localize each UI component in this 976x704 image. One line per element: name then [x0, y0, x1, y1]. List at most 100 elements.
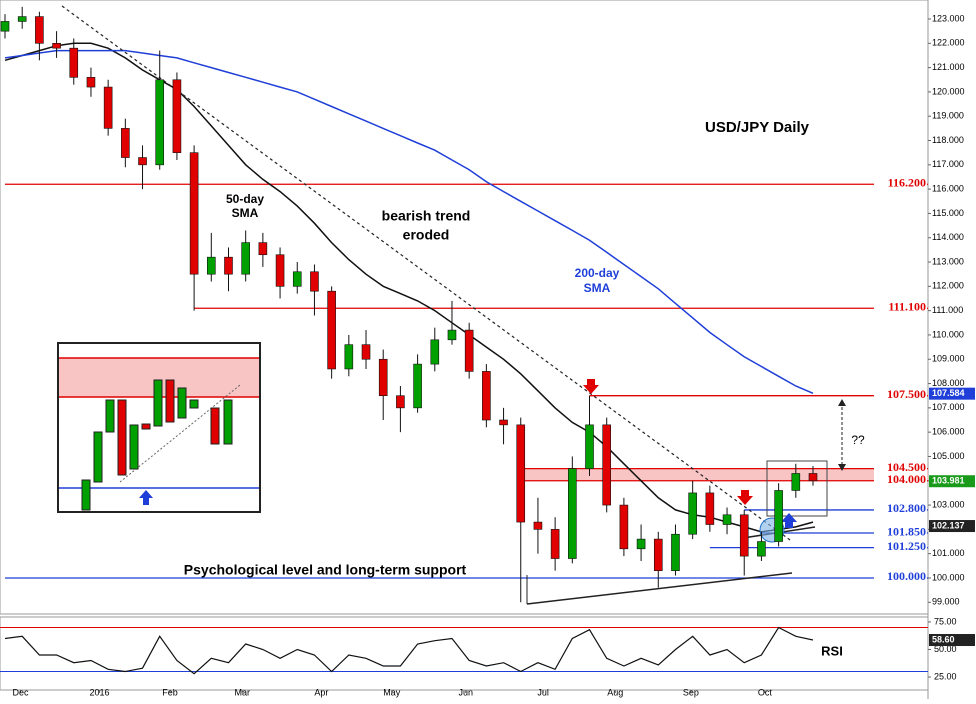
- candle-body: [189, 152, 199, 275]
- annotation: ??: [851, 433, 865, 447]
- x-tick-label: Jul: [537, 687, 549, 697]
- candle-body: [568, 468, 577, 559]
- level-label-bg: [874, 473, 927, 487]
- level-label: 101.250: [887, 539, 926, 553]
- red-arrow: [737, 490, 753, 505]
- level-label: 111.100: [888, 299, 926, 313]
- candle-body: [447, 329, 457, 341]
- arrow-head: [838, 464, 846, 471]
- y-tick-label: 108.000: [932, 378, 965, 388]
- price-tag-label: 102.137: [932, 520, 965, 530]
- y-tick-label: 113.000: [932, 256, 964, 266]
- y-tick-label: 112.000: [932, 281, 964, 291]
- y-tick-label: 99.000: [932, 597, 960, 607]
- candle-body: [69, 47, 79, 78]
- trend-line: [61, 5, 791, 541]
- candle-body: [619, 504, 629, 550]
- candle-body: [533, 521, 543, 530]
- candle-body: [361, 344, 371, 360]
- x-tick-label: Oct: [758, 687, 773, 697]
- price-tag: [929, 520, 975, 533]
- candle-body: [602, 424, 612, 506]
- overlay-label: 50-day: [226, 192, 264, 206]
- candle-body: [52, 43, 61, 49]
- candle-body: [378, 358, 388, 397]
- candle-body: [103, 86, 113, 129]
- candle-body: [121, 128, 130, 158]
- y-tick-label: 119.000: [932, 111, 964, 121]
- y-tick-label: 103.000: [932, 499, 965, 509]
- candle-body: [671, 533, 680, 571]
- candle-body: [413, 363, 422, 409]
- red-arrow: [583, 379, 599, 394]
- rsi-tick-label: 25.00: [934, 671, 957, 681]
- blue-arrow: [139, 490, 153, 505]
- candle-body: [808, 473, 818, 482]
- rsi-label: RSI: [821, 643, 843, 658]
- candle-body: [705, 492, 715, 525]
- price-tag: [929, 387, 975, 400]
- candle-body: [636, 538, 646, 550]
- blue-arrow: [781, 513, 797, 528]
- candle-body: [499, 419, 508, 426]
- price-tag-label: 58.60: [932, 634, 955, 644]
- candle-body: [344, 344, 354, 370]
- annotation: Psychological level and long-term suppor…: [184, 562, 467, 578]
- inset-candles: [81, 379, 233, 511]
- y-tick-label: 101.000: [932, 548, 965, 558]
- candle-body: [327, 290, 336, 370]
- y-tick-label: 123.000: [932, 13, 965, 23]
- level-label: 104.500: [887, 460, 926, 474]
- level-label-bg: [874, 388, 927, 402]
- rsi-tick-label: 75.00: [934, 616, 957, 626]
- y-tick-label: 114.000: [932, 232, 964, 242]
- candle-body: [688, 492, 697, 535]
- candle-body: [739, 514, 749, 557]
- candle-body: [516, 424, 526, 523]
- overlay-label: SMA: [232, 206, 259, 220]
- annotation: eroded: [403, 227, 450, 243]
- level-label-bg: [874, 502, 927, 516]
- x-tick-label: Dec: [12, 687, 29, 697]
- x-tick-label: Apr: [314, 687, 328, 697]
- x-tick-label: 2016: [90, 687, 110, 697]
- candle-body: [774, 490, 783, 542]
- rsi-line: [4, 626, 814, 675]
- price-tag: [929, 634, 975, 647]
- sma-line: [4, 49, 814, 394]
- arrow-head: [838, 399, 846, 406]
- candle-body: [138, 157, 147, 166]
- overlay-label: SMA: [584, 281, 611, 295]
- y-tick-label: 120.000: [932, 86, 965, 96]
- y-tick-label: 121.000: [932, 62, 965, 72]
- level-label: 107.500: [887, 387, 926, 401]
- level-band: [520, 468, 928, 481]
- x-tick-label: Aug: [607, 687, 623, 697]
- level-label: 116.200: [888, 176, 926, 190]
- level-label: 100.000: [887, 569, 926, 583]
- candle-body: [17, 16, 27, 22]
- y-tick-label: 110.000: [932, 329, 964, 339]
- level-label-bg: [874, 526, 927, 540]
- y-tick-label: 115.000: [932, 208, 964, 218]
- y-tick-label: 100.000: [932, 572, 965, 582]
- y-tick-label: 109.000: [932, 354, 965, 364]
- support-line: [526, 572, 793, 605]
- x-tick-label: Mar: [234, 687, 250, 697]
- candle-body: [550, 529, 560, 559]
- candle-body: [791, 473, 801, 491]
- level-label-bg: [874, 540, 927, 554]
- candle-body: [396, 395, 405, 409]
- price-tag-label: 103.981: [932, 476, 965, 486]
- candle-body: [310, 271, 319, 292]
- candle-body: [722, 514, 732, 525]
- x-tick-label: Jun: [458, 687, 473, 697]
- candle-body: [35, 16, 44, 44]
- candle-body: [0, 21, 10, 32]
- y-tick-label: 117.000: [932, 159, 964, 169]
- candle-body: [206, 256, 216, 275]
- candle-body: [292, 271, 302, 287]
- overlay-label: 200-day: [575, 266, 620, 280]
